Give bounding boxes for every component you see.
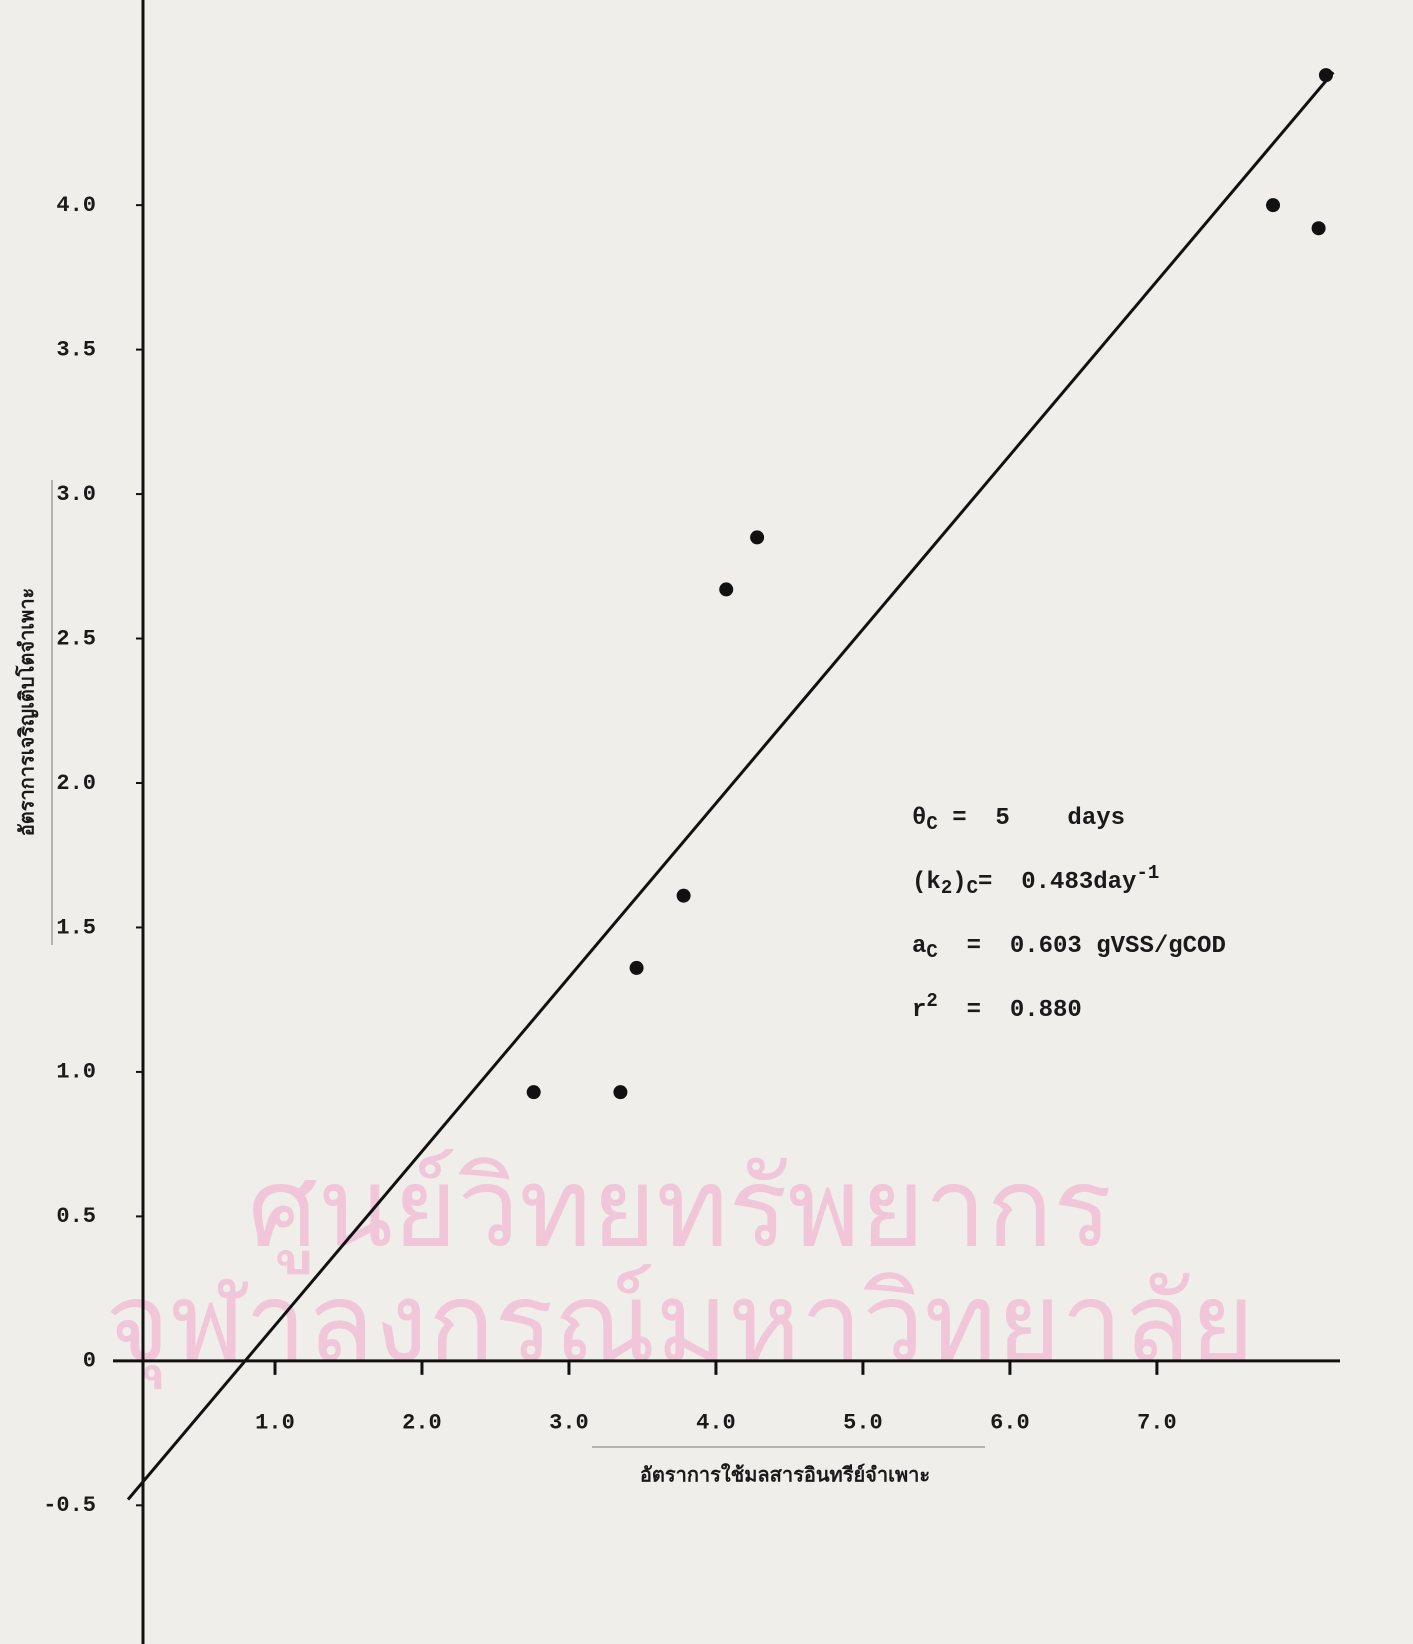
annotation: r2 = 0.880 [912, 990, 1082, 1024]
point [750, 530, 764, 544]
annotation-part: = 0.483day [978, 869, 1136, 896]
annotation-part: -1 [1136, 862, 1159, 884]
annotation-part: = 5 days [938, 805, 1125, 832]
y-tick-label: 2.0 [56, 771, 96, 796]
x-tick-label: 5.0 [843, 1411, 883, 1436]
y-axis-label: อัตราการเจริญเติบโตจำเพาะ [15, 588, 39, 837]
y-tick-label: 1.5 [56, 915, 96, 940]
y-tick-label: 0.5 [56, 1204, 96, 1229]
point [677, 889, 691, 903]
chart: ศูนย์วิทยทรัพยากรจุฬาลงกรณ์มหาวิทยาลัย1.… [0, 0, 1413, 1644]
x-tick-label: 2.0 [402, 1411, 442, 1436]
point [1319, 68, 1333, 82]
annotation: θC = 5 days [912, 805, 1125, 834]
annotation-part: = 0.880 [938, 997, 1082, 1024]
x-tick-label: 7.0 [1137, 1411, 1177, 1436]
annotation: aC = 0.603 gVSS/gCOD [912, 933, 1226, 962]
annotation-part: C [967, 877, 978, 899]
page: {"chart_data": { "type": "scatter", "x_l… [0, 0, 1413, 1644]
x-axis-label: อัตราการใช้มลสารอินทรีย์จำเพาะ [640, 1463, 930, 1487]
y-tick-label: 0 [83, 1349, 96, 1374]
y-tick-label: -0.5 [43, 1493, 96, 1518]
annotation-part: (k [912, 869, 941, 896]
annotation-part: 2 [926, 990, 937, 1012]
x-tick-label: 4.0 [696, 1411, 736, 1436]
point [630, 961, 644, 975]
x-tick-label: 3.0 [549, 1411, 589, 1436]
watermark: ศูนย์วิทยทรัพยากร [248, 1143, 1112, 1274]
y-tick-label: 3.0 [56, 482, 96, 507]
y-tick-label: 2.5 [56, 626, 96, 651]
point [1312, 221, 1326, 235]
annotation-part: C [926, 813, 937, 835]
annotation-part: r [912, 997, 926, 1024]
y-tick-label: 4.0 [56, 193, 96, 218]
y-tick-label: 1.0 [56, 1060, 96, 1085]
y-tick-label: 3.5 [56, 337, 96, 362]
annotation-part: C [926, 941, 937, 963]
point [1266, 198, 1280, 212]
point [719, 582, 733, 596]
annotation-part: a [912, 933, 926, 960]
point [527, 1085, 541, 1099]
annotation: (k2)C= 0.483day-1 [912, 862, 1159, 898]
annotation-part: ) [952, 869, 966, 896]
annotation-part: 2 [941, 877, 952, 899]
annotation-part: θ [912, 805, 926, 832]
point [613, 1085, 627, 1099]
x-tick-label: 1.0 [255, 1411, 295, 1436]
annotation-part: = 0.603 gVSS/gCOD [938, 933, 1226, 960]
x-tick-label: 6.0 [990, 1411, 1030, 1436]
